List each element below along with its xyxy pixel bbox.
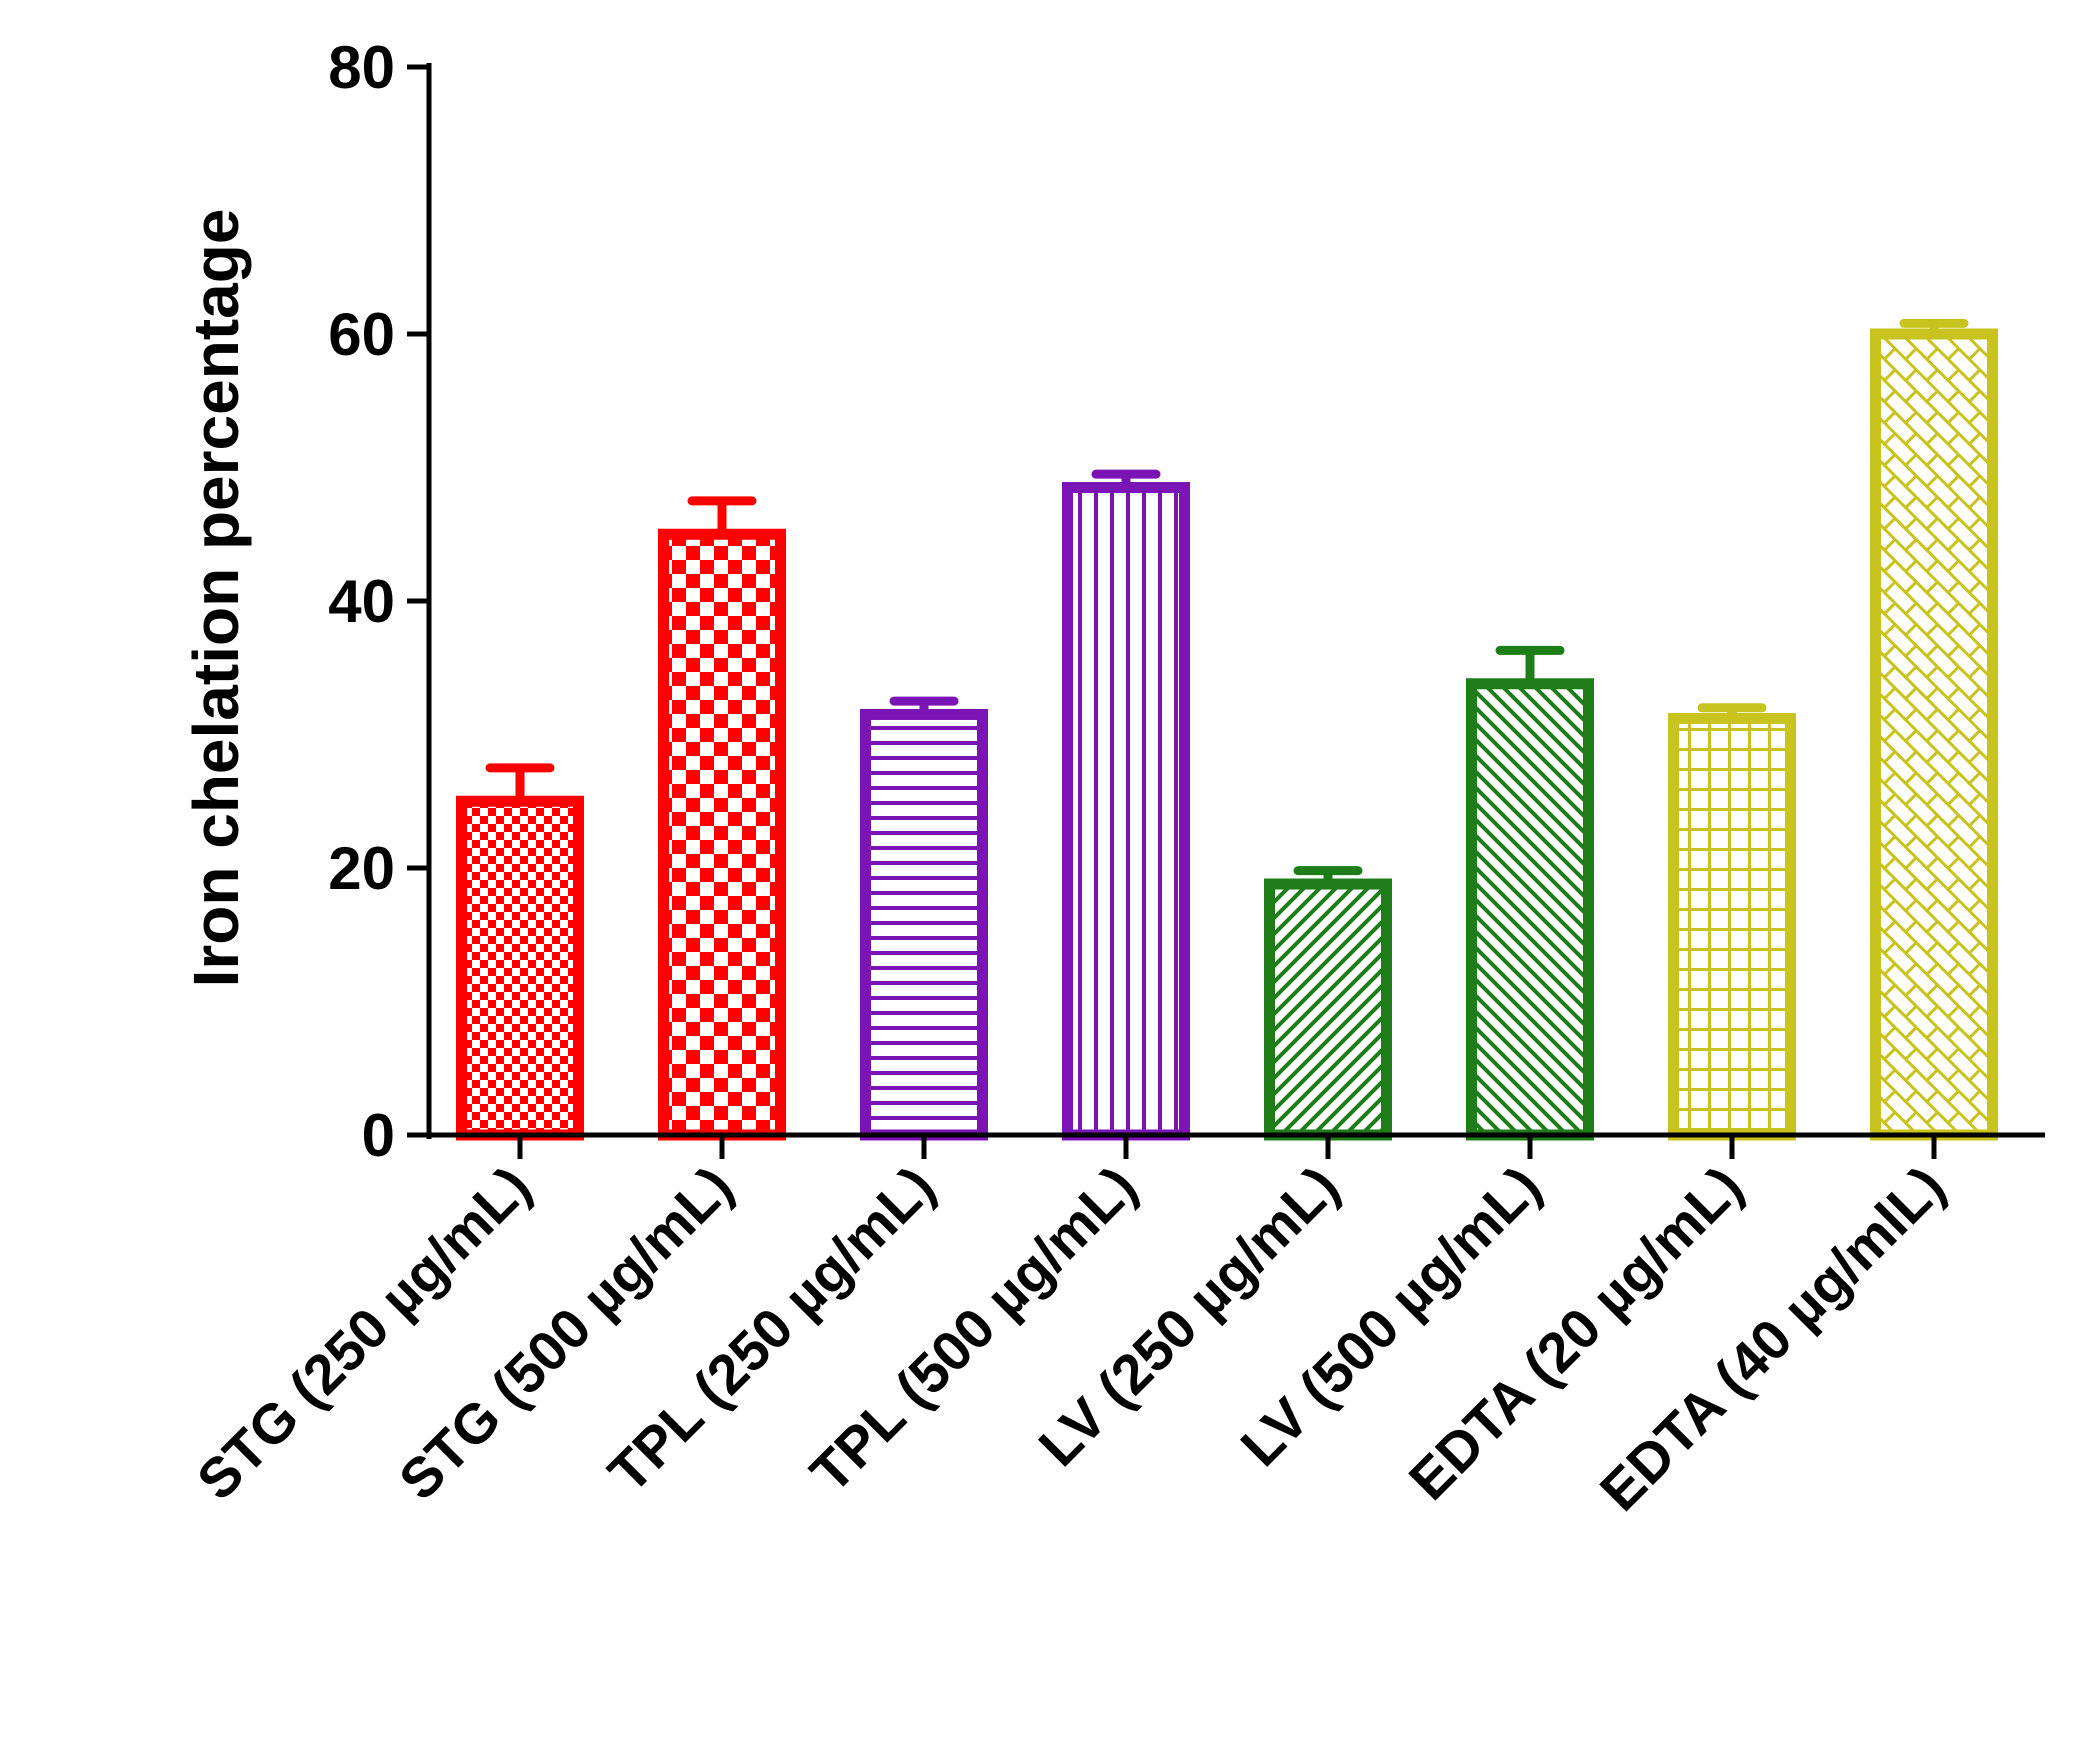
bar-4 bbox=[1062, 482, 1190, 1141]
axes-layer bbox=[407, 63, 2045, 1159]
bar-7 bbox=[1668, 712, 1796, 1141]
bar-3 bbox=[860, 708, 988, 1141]
bar-6 bbox=[1466, 678, 1594, 1141]
bar-5 bbox=[1264, 878, 1392, 1141]
bar-8 bbox=[1870, 328, 1998, 1141]
bar-1 bbox=[456, 795, 584, 1141]
y-tick-label-0: 0 bbox=[362, 1102, 395, 1169]
x-tick-label-7: EDTA (20 µg/mL) bbox=[1397, 1154, 1755, 1512]
bar-2 bbox=[658, 528, 786, 1141]
y-tick-label-60: 60 bbox=[328, 301, 395, 368]
x-tick-label-1: STG (250 µg/mL) bbox=[185, 1154, 543, 1512]
y-tick-label-80: 80 bbox=[328, 34, 395, 101]
error-bars-layer bbox=[485, 318, 1969, 885]
bars-layer bbox=[456, 328, 1998, 1141]
x-tick-label-8: EDTA (40 µg/mlL) bbox=[1588, 1154, 1957, 1523]
y-tick-label-20: 20 bbox=[328, 835, 395, 902]
y-axis-label: Iron chelation percentage bbox=[180, 209, 252, 988]
x-tick-label-2: STG (500 µg/mL) bbox=[387, 1154, 745, 1512]
y-tick-label-40: 40 bbox=[328, 568, 395, 635]
